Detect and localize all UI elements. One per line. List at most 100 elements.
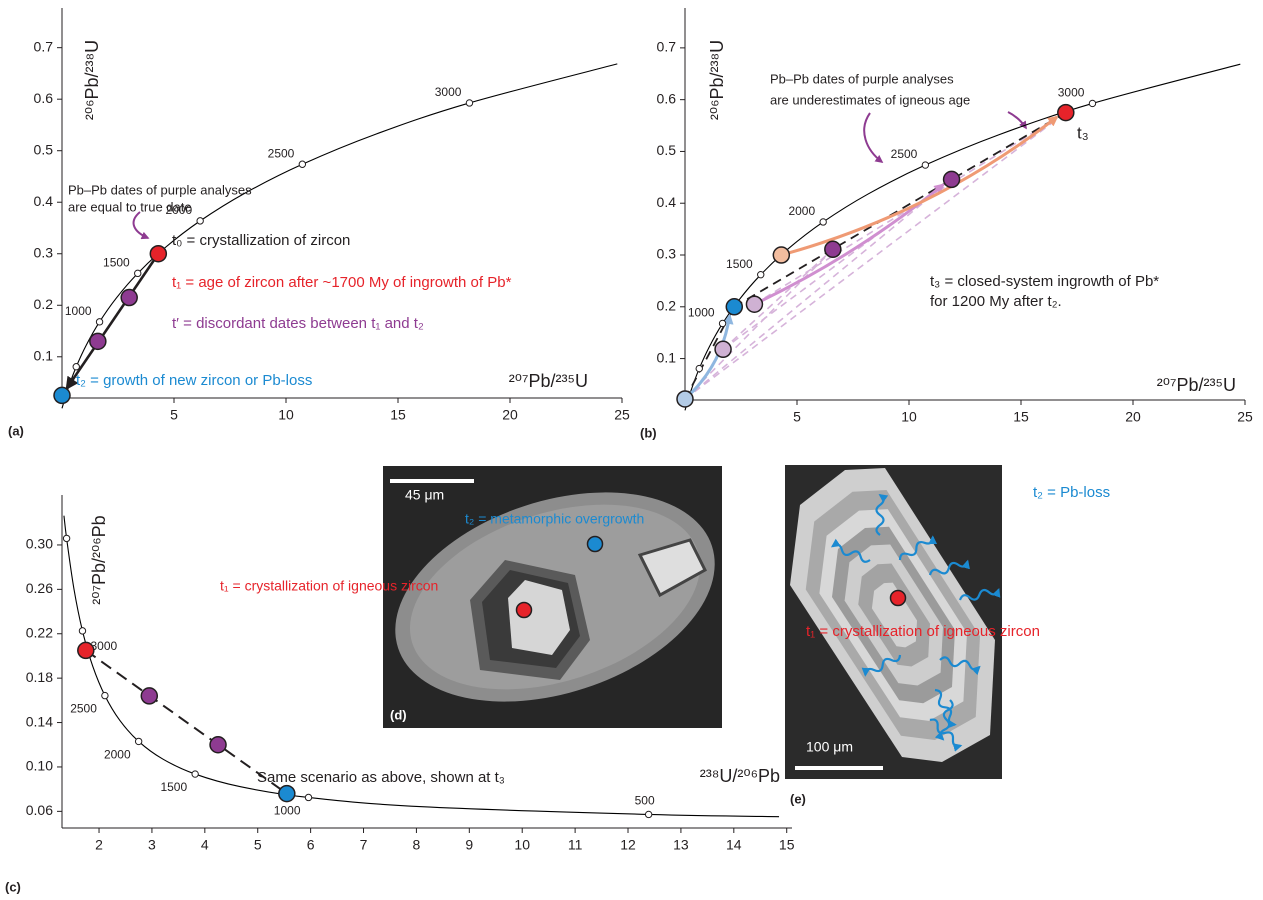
concordia-curve — [684, 63, 1241, 411]
age-label: 1500 — [103, 255, 130, 269]
age-label: 500 — [635, 794, 655, 808]
age-marker — [134, 737, 143, 746]
panel-label: (e) — [790, 791, 806, 806]
connector-arrow — [683, 313, 734, 401]
scale-bar-label: 45 μm — [405, 487, 444, 503]
y-tick-label: 0.5 — [34, 141, 54, 157]
y-axis-title: ²⁰⁷Pb/²⁰⁶Pb — [89, 515, 109, 604]
analysis-point — [209, 736, 227, 754]
age-marker — [819, 218, 827, 226]
annotation: t₃ = closed-system ingrowth of Pb* — [930, 273, 1159, 290]
x-tick-label: 20 — [1125, 409, 1141, 425]
x-tick-label: 15 — [390, 407, 406, 423]
x-tick-label: 10 — [278, 407, 294, 423]
connector — [85, 649, 288, 795]
analysis-spot — [515, 601, 533, 619]
annotation: t₁ = crystallization of igneous zircon — [220, 578, 438, 594]
x-tick-label: 5 — [793, 409, 801, 425]
age-marker — [718, 319, 727, 328]
analysis-point — [89, 332, 107, 351]
scale-bar-label: 100 μm — [806, 739, 853, 755]
y-tick-label: 0.7 — [34, 38, 54, 54]
annotation: for 1200 My after t₂. — [930, 293, 1062, 310]
age-marker — [95, 318, 104, 326]
x-tick-label: 5 — [254, 837, 262, 853]
image-d: 45 μm (d) t₂ = metamorphic overgrowth t₁… — [220, 466, 722, 728]
pb-loss-arrow — [861, 654, 902, 677]
x-tick-label: 15 — [779, 837, 795, 853]
age-label: 3000 — [90, 639, 117, 653]
pb-loss-arrow — [939, 656, 981, 676]
x-tick-label: 6 — [307, 837, 315, 853]
pointer-arrow — [1007, 111, 1027, 130]
y-tick-label: 0.10 — [26, 758, 53, 774]
y-tick-label: 0.1 — [34, 347, 54, 363]
zircon — [790, 468, 995, 762]
y-tick-label: 0.22 — [26, 624, 53, 640]
connector-arrow — [780, 115, 1059, 257]
analysis-point — [725, 298, 744, 316]
x-tick-label: 11 — [568, 837, 583, 853]
analysis-spot — [889, 589, 907, 607]
annotation: t₂ = Pb-loss — [1033, 484, 1110, 501]
age-label: 2000 — [788, 204, 815, 218]
x-tick-label: 25 — [614, 407, 630, 423]
plot-area — [62, 515, 780, 819]
y-tick-label: 0.4 — [657, 194, 677, 210]
age-marker — [757, 270, 765, 279]
age-label: 1000 — [688, 306, 715, 320]
analysis-point — [824, 240, 842, 259]
panel-label: (d) — [390, 707, 407, 722]
x-axis-title: ²⁰⁷Pb/²³⁵U — [509, 371, 588, 391]
annotation: are underestimates of igneous age — [770, 92, 970, 107]
connector — [65, 253, 160, 391]
x-tick-label: 3 — [148, 837, 156, 853]
pointer-arrow — [132, 211, 150, 240]
x-axis-title: ²⁰⁷Pb/²³⁵U — [1157, 375, 1236, 395]
age-label: 2000 — [104, 748, 131, 762]
inclusion — [637, 538, 707, 598]
x-tick-label: 13 — [673, 837, 689, 853]
plot-area — [61, 63, 618, 409]
age-label: 3000 — [1058, 86, 1085, 100]
annotation: Pb–Pb dates of purple analyses — [770, 71, 954, 86]
connector — [684, 111, 1067, 400]
age-label: 2000 — [165, 203, 192, 217]
annotation: t₂ = metamorphic overgrowth — [465, 511, 644, 527]
y-tick-label: 0.7 — [657, 39, 677, 55]
connector — [684, 306, 736, 400]
analysis-point — [1057, 103, 1075, 122]
pb-loss-arrow — [934, 688, 957, 729]
age-marker — [62, 534, 71, 543]
y-tick-label: 0.4 — [34, 193, 54, 209]
age-marker — [298, 160, 307, 168]
panel-label: (c) — [5, 879, 21, 894]
y-tick-label: 0.26 — [26, 580, 53, 596]
x-tick-label: 2 — [95, 837, 103, 853]
x-tick-label: 9 — [465, 837, 473, 853]
age-marker — [465, 99, 474, 107]
x-tick-label: 15 — [1013, 409, 1029, 425]
y-tick-label: 0.6 — [34, 90, 54, 106]
age-label: 1000 — [274, 804, 301, 818]
x-tick-label: 4 — [201, 837, 209, 853]
connector-arrow — [753, 183, 945, 306]
panel-label: (a) — [8, 423, 24, 438]
y-tick-label: 0.1 — [657, 349, 677, 365]
x-tick-label: 20 — [502, 407, 518, 423]
y-tick-label: 0.2 — [657, 297, 677, 313]
x-tick-label: 8 — [413, 837, 421, 853]
y-tick-label: 0.5 — [657, 142, 677, 158]
analysis-point — [53, 386, 71, 405]
connector — [722, 248, 834, 350]
age-label: 3000 — [435, 85, 462, 99]
pb-loss-arrow — [875, 493, 889, 536]
annotation: t′ = discordant dates between t₁ and t₂ — [172, 315, 424, 332]
annotation: Pb–Pb dates of purple analyses — [68, 182, 252, 197]
pointer-arrow — [863, 112, 884, 163]
annotation: Same scenario as above, shown at t₃ — [257, 769, 505, 786]
pb-loss-arrow — [830, 538, 871, 563]
annotation: t₁ = crystallization of igneous zircon — [806, 623, 1040, 640]
y-axis-title: ²⁰⁶Pb/²³⁸U — [707, 40, 727, 120]
